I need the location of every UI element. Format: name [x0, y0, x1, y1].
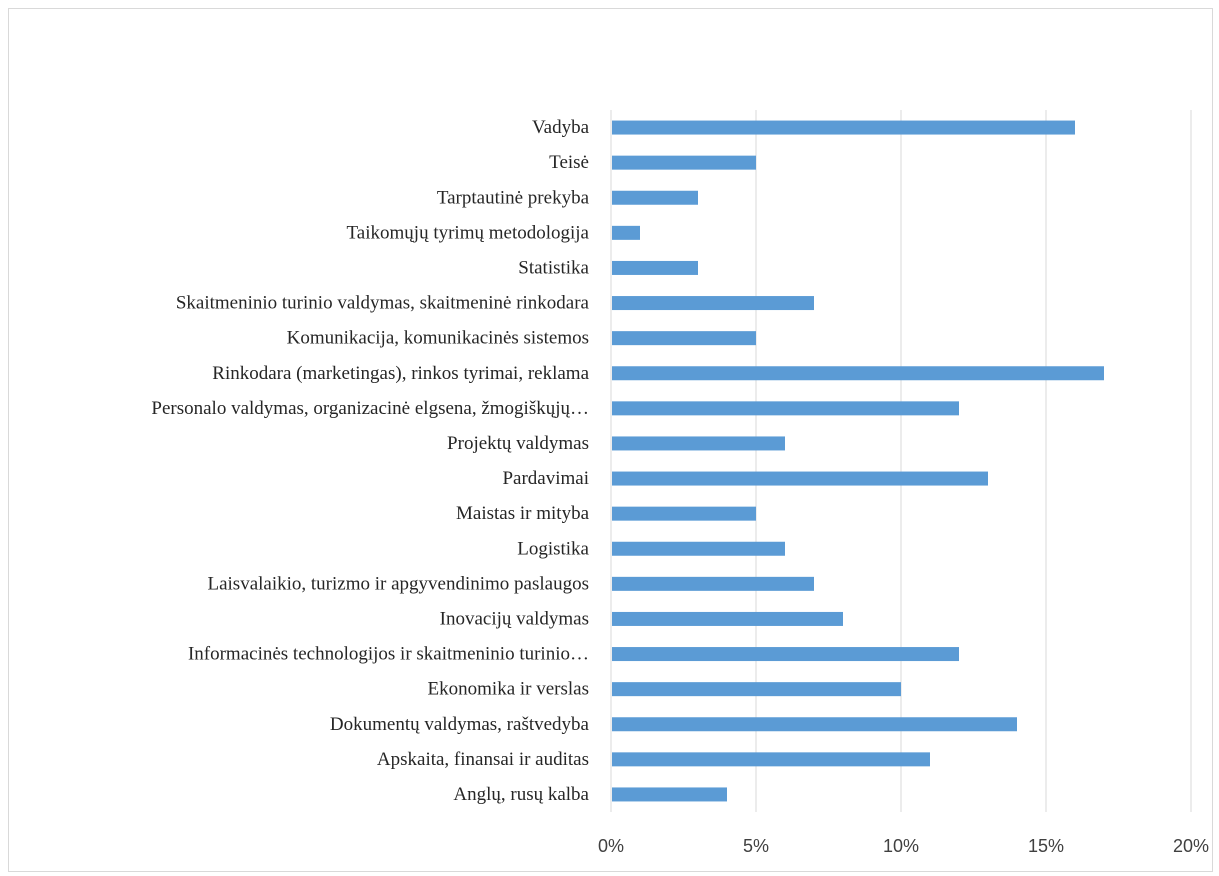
x-tick-label: 5%: [743, 836, 769, 856]
category-label: Personalo valdymas, organizacinė elgsena…: [151, 398, 589, 419]
bar: [612, 611, 843, 626]
x-tick-label: 15%: [1028, 836, 1064, 856]
bar: [612, 225, 640, 240]
x-tick-label: 20%: [1173, 836, 1209, 856]
bar: [612, 787, 727, 802]
category-label: Teisė: [549, 152, 589, 173]
category-label: Taikomųjų tyrimų metodologija: [347, 222, 590, 243]
category-label: Vadyba: [532, 117, 590, 138]
category-label: Apskaita, finansai ir auditas: [377, 749, 589, 770]
bar: [612, 366, 1104, 381]
bar: [612, 190, 698, 205]
category-label: Skaitmeninio turinio valdymas, skaitmeni…: [176, 293, 590, 314]
category-label: Logistika: [517, 538, 589, 559]
category-label: Maistas ir mityba: [456, 503, 590, 524]
bar: [612, 717, 1017, 732]
gridlines: [610, 110, 1192, 812]
category-label: Ekonomika ir verslas: [428, 679, 589, 700]
bars: [612, 120, 1104, 802]
x-tick-label: 0%: [598, 836, 624, 856]
bar: [612, 401, 959, 416]
bar: [612, 155, 756, 170]
category-label: Tarptautinė prekyba: [437, 187, 590, 208]
bar: [612, 682, 901, 697]
bar: [612, 506, 756, 521]
category-label: Inovacijų valdymas: [440, 608, 589, 629]
bar: [612, 296, 814, 311]
bar: [612, 647, 959, 662]
x-tick-label: 10%: [883, 836, 919, 856]
bar: [612, 471, 988, 486]
category-labels: Vadyba Teisė Tarptautinė prekyba Taikomųjų …: [151, 117, 589, 805]
bar: [612, 331, 756, 346]
bar: [612, 541, 785, 556]
category-label: Informacinės technologijos ir skaitmenin…: [188, 644, 589, 665]
category-label: Projektų valdymas: [447, 433, 589, 454]
bar: [612, 436, 785, 451]
x-tick-labels: 0% 5% 10% 15% 20%: [598, 836, 1209, 856]
category-label: Anglų, rusų kalba: [453, 784, 589, 805]
category-label: Pardavimai: [502, 468, 589, 489]
bar: [612, 120, 1075, 135]
category-label: Statistika: [518, 257, 589, 278]
category-label: Komunikacija, komunikacinės sistemos: [287, 328, 589, 349]
category-label: Rinkodara (marketingas), rinkos tyrimai,…: [212, 363, 589, 384]
category-label: Laisvalaikio, turizmo ir apgyvendinimo p…: [207, 573, 589, 594]
bar: [612, 752, 930, 767]
category-label: Dokumentų valdymas, raštvedyba: [330, 714, 590, 735]
bar: [612, 260, 698, 275]
bar: [612, 576, 814, 591]
